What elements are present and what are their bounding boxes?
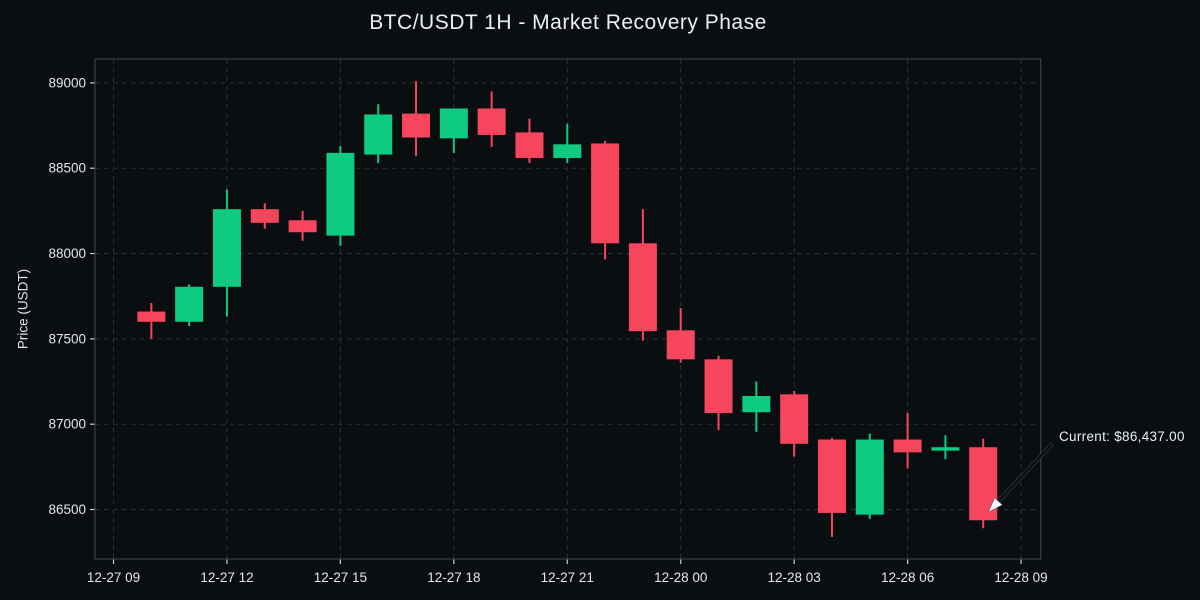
candle-body-down [288,220,317,233]
x-tick-label: 12-28 09 [994,570,1047,585]
annotation-arrow-shaft [996,442,1054,503]
x-tick-label: 12-27 15 [314,570,367,585]
candle-body-down [477,108,506,135]
x-tick-label: 12-27 12 [200,570,253,585]
y-tick-label: 87500 [48,331,86,346]
x-tick-label: 12-27 18 [427,570,480,585]
candle-body-up [175,286,204,322]
y-tick-label: 86500 [48,502,86,517]
x-tick-label: 12-28 00 [654,570,707,585]
candle-body-up [439,108,468,139]
candle-body-up [931,447,960,451]
candle-body-up [855,439,884,515]
candle-body-down [515,132,544,158]
candle-body-down [817,439,846,513]
candle-body-down [402,113,431,138]
candle-body-up [364,114,393,155]
candle-body-down [666,330,695,360]
x-tick-label: 12-27 21 [541,570,594,585]
current-price-annotation: Current: $86,437.00 [1059,429,1185,444]
y-tick-label: 88000 [48,246,86,261]
x-tick-label: 12-28 03 [768,570,821,585]
candle-body-down [628,243,657,332]
y-tick-label: 89000 [48,75,86,90]
x-tick-label: 12-28 06 [881,570,934,585]
candle-body-down [780,394,809,444]
y-tick-label: 87000 [48,417,86,432]
candle-body-down [591,143,620,244]
candle-body-up [326,152,355,236]
candle-body-down [704,359,733,414]
chart-title: BTC/USDT 1H - Market Recovery Phase [369,11,767,34]
candle-body-down [137,311,166,322]
candle-body-up [553,144,582,158]
candle-body-down [893,439,922,453]
candle-body-down [250,209,279,223]
candle-body-up [742,396,771,413]
annotation-arrow-head [987,497,1003,513]
candle-body-up [212,209,241,287]
x-tick-label: 12-27 09 [87,570,140,585]
plot-border [94,58,1042,560]
y-tick-label: 88500 [48,161,86,176]
